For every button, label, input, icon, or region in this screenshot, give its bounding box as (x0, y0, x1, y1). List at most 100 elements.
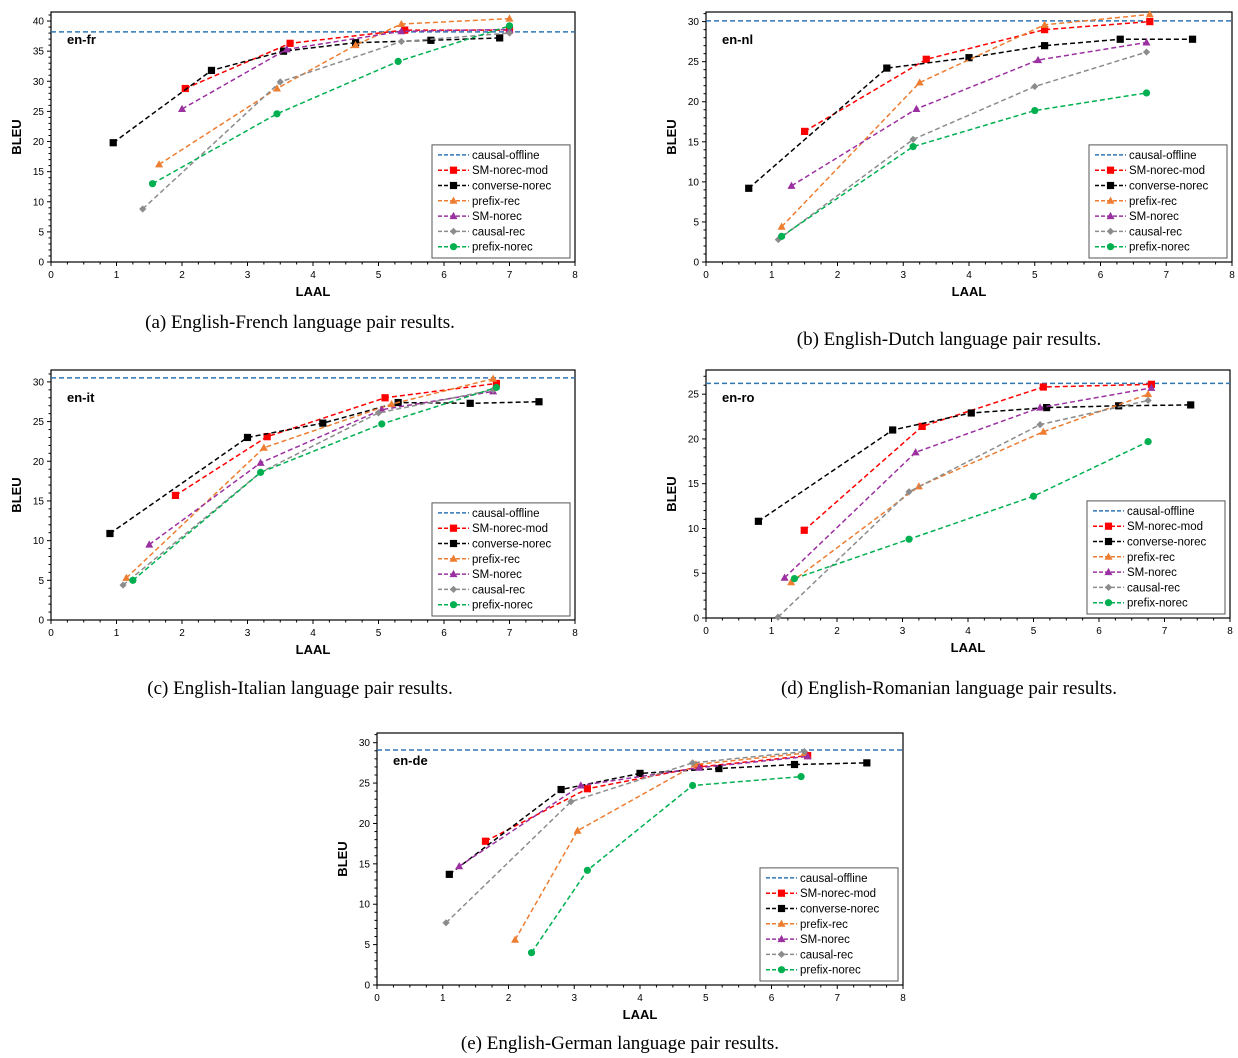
data-point (455, 862, 464, 870)
legend-marker (449, 211, 458, 220)
chart-en-fr: 0 1 2 3 4 5 6 7 8 0 5 10 15 20 25 30 35 40 LAAL BLEU en-fr ca… (9, 11, 578, 299)
legend: causal-offline SM-norec-mod converse-norec… (1088, 144, 1228, 259)
legend-label: causal-rec (1129, 226, 1182, 238)
legend-label: prefix-rec (800, 919, 848, 931)
legend-label: prefix-rec (1127, 552, 1175, 564)
data-point (394, 57, 402, 65)
x-tick-label: 7 (834, 993, 840, 1004)
data-point (1142, 89, 1151, 97)
data-point (967, 409, 975, 417)
x-tick-label: 8 (1227, 626, 1233, 637)
series-SM-norec-mod (171, 379, 500, 499)
series-prefix-rec (777, 10, 1154, 230)
data-point (1115, 402, 1123, 410)
y-tick-label: 25 (359, 779, 371, 790)
data-point (790, 760, 799, 769)
series-line (777, 51, 1147, 241)
x-tick-label: 5 (376, 270, 382, 281)
y-axis-label: BLEU (9, 477, 24, 512)
data-point (689, 759, 697, 767)
pair-label: en-ro (722, 390, 755, 405)
x-tick-label: 4 (637, 993, 643, 1004)
x-tick-label: 0 (48, 628, 54, 639)
y-tick-label: 30 (359, 738, 371, 749)
data-point (576, 781, 585, 789)
legend-label: SM-norec (1127, 567, 1177, 579)
series-line (794, 440, 1149, 580)
chart-en-nl: 0 1 2 3 4 5 6 7 8 0 5 10 15 20 25 30 LAAL BLEU en-nl causal… (664, 10, 1235, 299)
data-point (351, 40, 360, 49)
y-tick-label: 15 (33, 496, 45, 507)
legend-marker (777, 904, 786, 913)
pair-label: en-fr (67, 32, 96, 47)
legend-marker (449, 601, 458, 609)
x-axis-label: LAAL (951, 640, 986, 655)
series-line (181, 28, 510, 110)
data-point (397, 37, 406, 46)
data-point (801, 127, 809, 135)
legend-marker (777, 966, 786, 974)
legend-label: SM-norec-mod (1127, 521, 1203, 533)
legend-label: SM-norec (472, 211, 522, 223)
legend-marker (449, 181, 458, 190)
y-tick-label: 15 (359, 859, 371, 870)
series-prefix-norec (527, 773, 805, 957)
data-point (155, 160, 164, 168)
x-tick-label: 7 (507, 270, 513, 281)
x-tick-label: 6 (1096, 626, 1102, 637)
legend-marker (777, 889, 786, 897)
data-point (492, 383, 500, 392)
pair-label: en-de (393, 753, 428, 768)
series-line (777, 399, 1149, 618)
data-point (1043, 404, 1051, 412)
data-point (914, 482, 923, 490)
data-point (505, 29, 514, 37)
y-tick-label: 10 (33, 197, 45, 208)
data-point (109, 139, 117, 147)
y-tick-label: 30 (33, 77, 45, 88)
data-point (129, 576, 137, 584)
data-point (145, 540, 154, 548)
data-point (695, 763, 704, 771)
y-tick-label: 15 (688, 137, 700, 148)
x-tick-label: 3 (900, 270, 906, 281)
series-line (132, 386, 497, 581)
legend-label: causal-offline (1129, 150, 1197, 162)
data-point (397, 19, 406, 28)
y-tick-label: 5 (38, 576, 44, 587)
x-tick-label: 8 (1229, 270, 1235, 281)
data-point (797, 773, 805, 781)
data-point (583, 866, 591, 874)
y-axis-label: BLEU (664, 476, 679, 511)
series-prefix-rec (155, 14, 514, 168)
legend-label: SM-norec-mod (1129, 165, 1205, 177)
y-tick-label: 40 (33, 17, 45, 28)
series-prefix-norec (778, 89, 1151, 240)
x-tick-label: 4 (966, 270, 972, 281)
x-tick-label: 4 (965, 626, 971, 637)
data-point (378, 420, 386, 428)
y-tick-label: 0 (38, 258, 44, 269)
y-tick-label: 0 (693, 258, 699, 269)
x-tick-label: 7 (1163, 270, 1169, 281)
series-line (748, 38, 1193, 189)
series-line (448, 762, 867, 875)
data-point (273, 110, 281, 118)
x-tick-label: 1 (440, 993, 446, 1004)
data-point (800, 526, 808, 534)
legend-label: causal-offline (800, 873, 868, 885)
data-point (272, 84, 281, 92)
x-tick-label: 6 (1098, 270, 1104, 281)
y-tick-label: 35 (33, 47, 45, 58)
legend-label: SM-norec-mod (472, 165, 548, 177)
series-line (158, 17, 510, 166)
y-tick-label: 25 (33, 417, 45, 428)
legend-marker (777, 919, 786, 927)
data-point (777, 222, 786, 230)
x-tick-label: 5 (703, 993, 709, 1004)
x-tick-label: 0 (703, 626, 709, 637)
legend-marker (1106, 196, 1115, 204)
data-point (1142, 38, 1151, 46)
data-point (466, 399, 474, 407)
data-point (787, 181, 796, 189)
